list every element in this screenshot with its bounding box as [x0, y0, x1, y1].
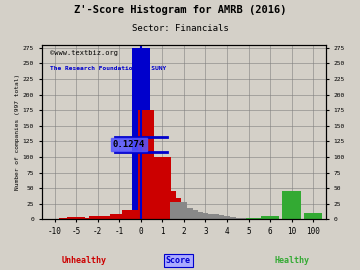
Bar — [213, 216, 230, 220]
Bar — [64, 219, 80, 220]
Text: 0.1274: 0.1274 — [113, 140, 145, 149]
Bar — [283, 191, 301, 220]
Bar — [45, 219, 64, 220]
Bar — [59, 218, 76, 220]
Bar — [55, 219, 71, 220]
Bar — [251, 218, 267, 220]
Y-axis label: Number of companies (997 total): Number of companies (997 total) — [15, 74, 20, 190]
Bar — [175, 208, 193, 220]
Bar — [218, 217, 236, 220]
Bar — [75, 218, 91, 220]
Bar — [235, 218, 251, 220]
Text: Z'-Score Histogram for AMRB (2016): Z'-Score Histogram for AMRB (2016) — [74, 5, 286, 15]
Text: Score: Score — [166, 256, 191, 265]
Bar — [159, 191, 176, 220]
Bar — [153, 157, 171, 220]
Bar — [186, 212, 203, 220]
Bar — [89, 216, 107, 220]
Bar — [132, 48, 150, 220]
Bar — [239, 218, 258, 220]
Bar — [67, 217, 85, 220]
Bar — [170, 202, 187, 220]
Bar — [82, 218, 99, 220]
Bar — [196, 214, 215, 220]
Bar — [208, 215, 224, 220]
Bar — [246, 218, 262, 220]
Text: The Research Foundation of SUNY: The Research Foundation of SUNY — [50, 66, 166, 71]
Bar — [122, 210, 138, 220]
Bar — [165, 198, 181, 220]
Bar — [138, 110, 154, 220]
Bar — [224, 218, 240, 220]
Text: Unhealthy: Unhealthy — [62, 256, 107, 265]
Bar — [143, 170, 160, 220]
Bar — [261, 216, 279, 220]
Text: ©www.textbiz.org: ©www.textbiz.org — [50, 50, 118, 56]
Bar — [192, 213, 208, 220]
Bar — [230, 218, 246, 220]
Bar — [100, 216, 117, 220]
Bar — [181, 210, 198, 220]
Bar — [203, 214, 219, 220]
Bar — [304, 213, 322, 220]
Bar — [51, 219, 67, 220]
Bar — [256, 219, 273, 220]
Text: Healthy: Healthy — [274, 256, 310, 265]
Bar — [110, 214, 129, 220]
Bar — [149, 182, 165, 220]
Text: Sector: Financials: Sector: Financials — [132, 24, 228, 33]
